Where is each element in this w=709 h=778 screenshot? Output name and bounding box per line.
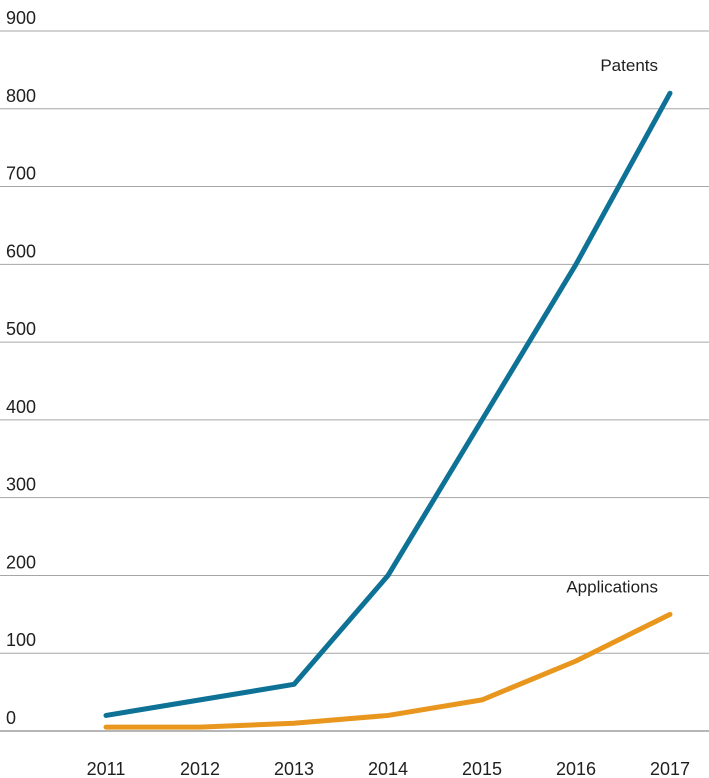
- patents-point: [292, 682, 296, 686]
- series-layer: [103, 90, 673, 730]
- x-tick-label: 2011: [87, 759, 126, 778]
- y-tick-label: 200: [6, 552, 36, 572]
- applications-point: [104, 725, 108, 729]
- patents-line: [103, 90, 673, 718]
- patents-point: [104, 713, 108, 717]
- applications-point: [292, 721, 296, 725]
- x-tick-label: 2016: [556, 759, 596, 778]
- grid-layer: [0, 30, 709, 732]
- applications-point: [574, 659, 578, 663]
- y-tick-label: 100: [6, 630, 36, 650]
- y-tick-label: 800: [6, 86, 36, 106]
- applications-point: [668, 612, 672, 616]
- x-tick-label: 2015: [462, 759, 502, 778]
- patents-point: [574, 262, 578, 266]
- y-tick-label: 900: [6, 8, 36, 28]
- y-axis-ticks: 0 100 200 300 400 500 600 700 800 900: [6, 8, 36, 728]
- applications-line: [103, 611, 673, 730]
- x-tick-label: 2017: [650, 759, 690, 778]
- x-tick-label: 2012: [180, 759, 220, 778]
- applications-point: [386, 713, 390, 717]
- x-axis-ticks: 2011 2012 2013 2014 2015 2016 2017: [87, 759, 690, 778]
- patents-series-label: Patents: [600, 56, 658, 75]
- y-tick-label: 600: [6, 241, 36, 261]
- patents-point: [480, 418, 484, 422]
- patents-point: [198, 698, 202, 702]
- patents-point: [386, 573, 390, 577]
- applications-point: [198, 725, 202, 729]
- x-tick-label: 2014: [368, 759, 408, 778]
- y-tick-label: 300: [6, 475, 36, 495]
- y-tick-label: 500: [6, 319, 36, 339]
- applications-series-label: Applications: [566, 577, 658, 596]
- y-tick-label: 400: [6, 397, 36, 417]
- series-labels: Patents Applications: [566, 56, 658, 596]
- y-tick-label: 700: [6, 164, 36, 184]
- y-tick-label: 0: [6, 708, 16, 728]
- x-tick-label: 2013: [274, 759, 314, 778]
- patents-point: [668, 91, 672, 95]
- applications-point: [480, 698, 484, 702]
